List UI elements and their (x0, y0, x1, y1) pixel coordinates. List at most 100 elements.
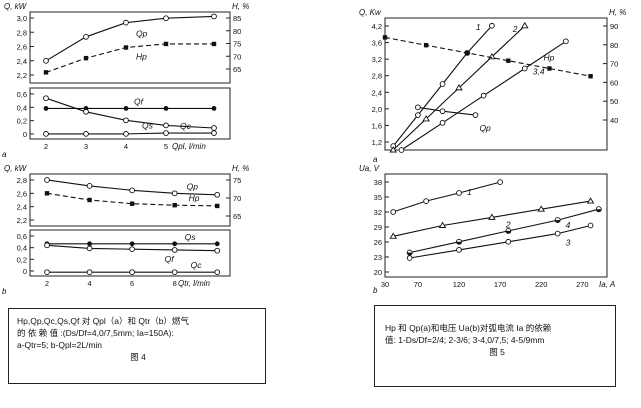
fig5b-point (554, 230, 561, 237)
fig5a-point (423, 42, 429, 48)
fig4b-top-ytick-label: 2,4 (17, 203, 27, 212)
fig5a-ytick-label: 4,2 (372, 22, 382, 31)
fig4a-top-point (163, 41, 169, 47)
fig4b-bottom-frame (29, 229, 231, 277)
fig5a-ytick-right-label: 80 (610, 41, 618, 50)
fig4b-top-ytick-label: 2,2 (17, 216, 27, 225)
fig4a-top-ylabel-left: Q, kW (4, 2, 28, 11)
fig4b-top-point (214, 191, 221, 198)
fig5a-ytick-right-label: 70 (610, 60, 618, 69)
fig4b-bottom-label-Qc: Qc (191, 260, 203, 270)
fig5b-ytick-label: 32 (374, 208, 382, 217)
fig4b-top-point (172, 203, 177, 208)
fig4a-top-point (123, 19, 129, 26)
fig5a-series-Qp-line (417, 106, 476, 116)
fig4b-bottom-point (214, 241, 220, 247)
fig5b-label-3: 3 (566, 238, 571, 248)
fig5a-ytick-right-label: 90 (610, 22, 618, 31)
fig5a-point (439, 108, 446, 115)
fig5a-label-2: 2 (512, 24, 518, 34)
fig5b-panel-letter: b (373, 286, 378, 295)
fig4a-bottom-label-Qc: Qc (180, 121, 192, 131)
fig5b-point (587, 222, 594, 229)
fig4b-bottom-xtick-label: 2 (45, 279, 49, 288)
fig4a-top-ylabel-right: H, % (232, 2, 249, 11)
fig4a-bottom-label-Qf: Qf (134, 96, 145, 106)
fig4a-bottom-xtick-label: 2 (44, 142, 48, 151)
fig5b-point-fill (555, 220, 561, 223)
fig5a-point (455, 84, 463, 91)
fig5b-ytick-label: 26 (374, 238, 382, 247)
fig5a-point (563, 38, 569, 45)
fig4a-top-ytick-label: 2,2 (17, 71, 27, 80)
fig5a-frame (384, 17, 608, 151)
fig5a-ytick-label: 1,2 (372, 138, 382, 147)
fig5a-label-1: 1 (476, 22, 481, 32)
fig4b-bottom-point (129, 241, 135, 247)
fig4b-top-point (44, 177, 50, 183)
fig5a-point (520, 21, 529, 29)
fig5b-point-fill (505, 230, 511, 234)
fig4a-top-ytick-label: 2,8 (17, 28, 27, 37)
fig5b-xtick-label: 220 (535, 280, 548, 289)
fig4b-top-ylabel-right: H, % (232, 164, 249, 173)
fig4b-bottom-ytick-label: 0,2 (17, 255, 27, 264)
fig5b-xtick-label: 30 (381, 280, 389, 289)
fig4b-bottom-point (86, 269, 93, 276)
fig4b-bottom-xtick-label: 6 (130, 279, 134, 288)
figure4-label: 图 4 (130, 352, 146, 362)
fig4b-bottom-point (171, 247, 178, 253)
fig4a-bottom-point (43, 131, 49, 137)
fig5a-point (521, 65, 528, 72)
fig4b-top-point (44, 191, 50, 196)
fig4b-top-ytick-right-label: 65 (233, 212, 241, 221)
fig5a-label-34: 3,4 (533, 66, 545, 76)
fig4a-top-point (211, 13, 217, 20)
fig5a-point (415, 104, 421, 111)
fig5a-point (588, 74, 593, 79)
fig4a-top-label-Qp: Qp (136, 29, 148, 39)
fig5b-ytick-label: 20 (374, 268, 382, 277)
fig4a-bottom-point (211, 106, 217, 111)
fig5b-ytick-label: 23 (374, 253, 382, 262)
fig4b-bottom-label-Qs: Qs (185, 232, 197, 242)
fig4a-bottom-point (163, 122, 169, 129)
fig4b-top-ylabel-left: Q, kW (4, 164, 28, 173)
fig4a-top-ytick-right-label: 65 (233, 65, 241, 74)
fig4a-top-ytick-label: 3,0 (17, 14, 27, 23)
fig4b-bottom-point (44, 269, 50, 276)
fig5b-ytick-label: 29 (374, 223, 382, 232)
fig5b-point (537, 205, 546, 212)
fig4a-top-point (163, 15, 169, 22)
fig5a-ylabel-right: H, % (609, 8, 626, 17)
fig4b-bottom-ytick-label: 0 (23, 267, 27, 276)
fig4b-bottom-point (129, 246, 135, 253)
fig4b-top-label-Hp: Hp (189, 193, 200, 203)
fig4b-bottom-point (86, 245, 93, 252)
fig4a-top-point (43, 70, 49, 75)
fig4a-top-ytick-right-label: 85 (233, 14, 241, 23)
fig5b-point-fill (407, 252, 413, 256)
fig4a-bottom-panel-letter: a (2, 150, 7, 159)
fig5b-point (497, 179, 503, 185)
fig5a-point (489, 22, 495, 29)
fig5b-ylabel-left: Ua, V (359, 164, 380, 173)
fig5a-ytick-label: 2,4 (372, 88, 382, 97)
fig5a-point (389, 146, 398, 153)
fig4b-top-frame (29, 173, 231, 227)
fig5b-point-fill (456, 241, 462, 245)
fig5a-panel-letter: a (373, 155, 378, 164)
fig4a-bottom-ytick-label: 0,6 (17, 90, 27, 99)
fig4a-bottom-xtick-label: 5 (164, 142, 168, 151)
fig4a-top-series-Hp-line (45, 43, 214, 73)
fig5b-label-4: 4 (566, 220, 571, 230)
fig4a-bottom-point (123, 117, 129, 124)
fig5b-xtick-label: 270 (576, 280, 589, 289)
fig5b-ytick-label: 35 (374, 193, 382, 202)
figure5-caption-line2: 值: 1-Ds/Df=2/4; 2-3/6; 3-4,0/7,5; 4-5/9m… (385, 335, 545, 345)
fig5a-point (398, 147, 405, 153)
fig4b-top-ytick-label: 2,6 (17, 189, 27, 198)
fig4a-top-point (211, 41, 217, 47)
fig4b-top-series-Hp-line (46, 192, 218, 207)
